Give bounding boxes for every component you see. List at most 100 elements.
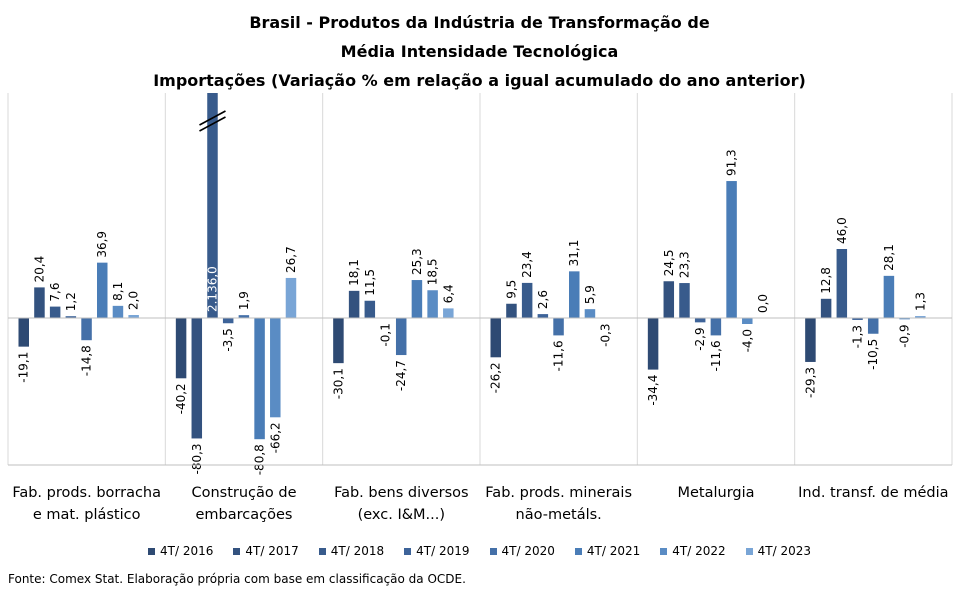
data-label: 8,1 [111, 282, 125, 301]
bar [207, 93, 218, 318]
data-label: 18,1 [347, 259, 361, 286]
data-label: -66,2 [268, 422, 282, 453]
data-label: 0,0 [756, 294, 770, 313]
data-label: 28,1 [882, 244, 896, 271]
data-label: -11,6 [709, 340, 723, 371]
chart-title-line-1: Brasil - Produtos da Indústria de Transf… [249, 13, 710, 32]
bar [694, 318, 706, 323]
category-label: (exc. I&M...) [358, 507, 445, 523]
data-label: -80,3 [190, 443, 204, 474]
data-label: 1,9 [237, 291, 251, 310]
data-label: 5,9 [583, 285, 597, 304]
bar [506, 303, 517, 318]
bar [537, 314, 549, 318]
bar [175, 318, 187, 379]
bar [805, 318, 816, 362]
source-note: Fonte: Comex Stat. Elaboração própria co… [8, 572, 466, 586]
legend-label: 4T/ 2023 [757, 544, 811, 558]
legend-item: 4T/ 2019 [404, 541, 470, 561]
data-label: -19,1 [17, 352, 31, 383]
data-label: -29,3 [803, 367, 817, 398]
bar [238, 315, 250, 318]
legend-label: 4T/ 2021 [586, 544, 641, 558]
bar [742, 318, 753, 324]
bar [710, 318, 722, 336]
legend-item: 4T/ 2020 [489, 541, 555, 561]
bar [112, 305, 124, 318]
legend-label: 4T/ 2020 [501, 544, 555, 558]
category-label: não-metáls. [516, 507, 602, 523]
data-label: -4,0 [740, 329, 754, 352]
legend-swatch [574, 547, 582, 555]
data-label: -14,8 [80, 345, 94, 376]
bar [521, 282, 533, 318]
bar [867, 318, 879, 334]
legend-swatch [148, 547, 155, 555]
data-label: -1,3 [851, 325, 865, 348]
legend-item: 4T/ 2021 [574, 541, 641, 561]
category-label: Construção de [191, 485, 296, 501]
category-label: Fab. prods. borracha [12, 485, 161, 501]
bar [663, 281, 675, 318]
data-label: -0,3 [599, 323, 613, 346]
category-label: Metalurgia [677, 485, 754, 501]
bar [81, 318, 92, 341]
data-label: 1,3 [913, 292, 927, 311]
bar [270, 318, 281, 418]
data-label: -0,9 [898, 324, 912, 347]
legend-label: 4T/ 2018 [330, 544, 385, 558]
bar [348, 290, 360, 318]
data-label: -2,9 [693, 327, 707, 350]
legend-item: 4T/ 2018 [318, 541, 385, 561]
data-label: 11,5 [363, 269, 377, 296]
data-label: -26,2 [489, 362, 503, 393]
bar [254, 318, 265, 440]
legend-item: 4T/ 2016 [148, 541, 213, 561]
category-label: e mat. plástico [33, 507, 141, 523]
data-label: 31,1 [567, 240, 581, 267]
legend-label: 4T/ 2019 [416, 544, 470, 558]
bar [427, 290, 438, 318]
data-label: 23,4 [520, 251, 534, 278]
data-label: 23,3 [677, 251, 691, 278]
legend-swatch [233, 547, 241, 555]
bar [679, 283, 690, 318]
bar [97, 262, 108, 318]
data-label: 46,0 [835, 217, 849, 244]
category-label: Ind. transf. de média [798, 485, 948, 501]
data-label: 6,4 [441, 284, 455, 303]
data-label: -24,7 [394, 360, 408, 391]
bar [364, 300, 376, 318]
data-label: -30,1 [331, 368, 345, 399]
chart-title-line-2: Média Intensidade Tecnológica [340, 42, 619, 61]
bar [222, 318, 234, 324]
bar [128, 315, 139, 318]
bar [34, 287, 45, 318]
data-label: 26,7 [284, 246, 298, 273]
category-label: embarcações [196, 507, 293, 523]
axis-break-mark [199, 116, 226, 132]
bar [883, 275, 895, 318]
data-label: 18,5 [426, 259, 440, 286]
legend-swatch [489, 547, 497, 555]
axis-break-mark [199, 110, 226, 126]
bar [285, 277, 297, 318]
bar [584, 309, 596, 318]
chart-legend: 4T/ 2016 4T/ 2017 4T/ 2018 4T/ 2019 4T/ 2020… [0, 541, 959, 561]
bar [820, 298, 832, 318]
data-label: 25,3 [410, 248, 424, 275]
data-label: 20,4 [32, 256, 46, 283]
bar [65, 316, 77, 318]
data-label: 24,5 [662, 250, 676, 277]
legend-label: 4T/ 2017 [245, 544, 299, 558]
category-label: Fab. prods. minerais [485, 485, 632, 501]
chart-title-line-3: Importações (Variação % em relação a igu… [153, 71, 806, 90]
bar [569, 271, 580, 318]
data-label: 36,9 [95, 231, 109, 258]
legend-swatch [404, 547, 412, 555]
bar [899, 318, 910, 320]
data-label: -10,5 [866, 339, 880, 370]
data-label: 1,2 [64, 292, 78, 311]
legend-swatch [745, 547, 753, 555]
data-label: 2,0 [127, 291, 141, 310]
